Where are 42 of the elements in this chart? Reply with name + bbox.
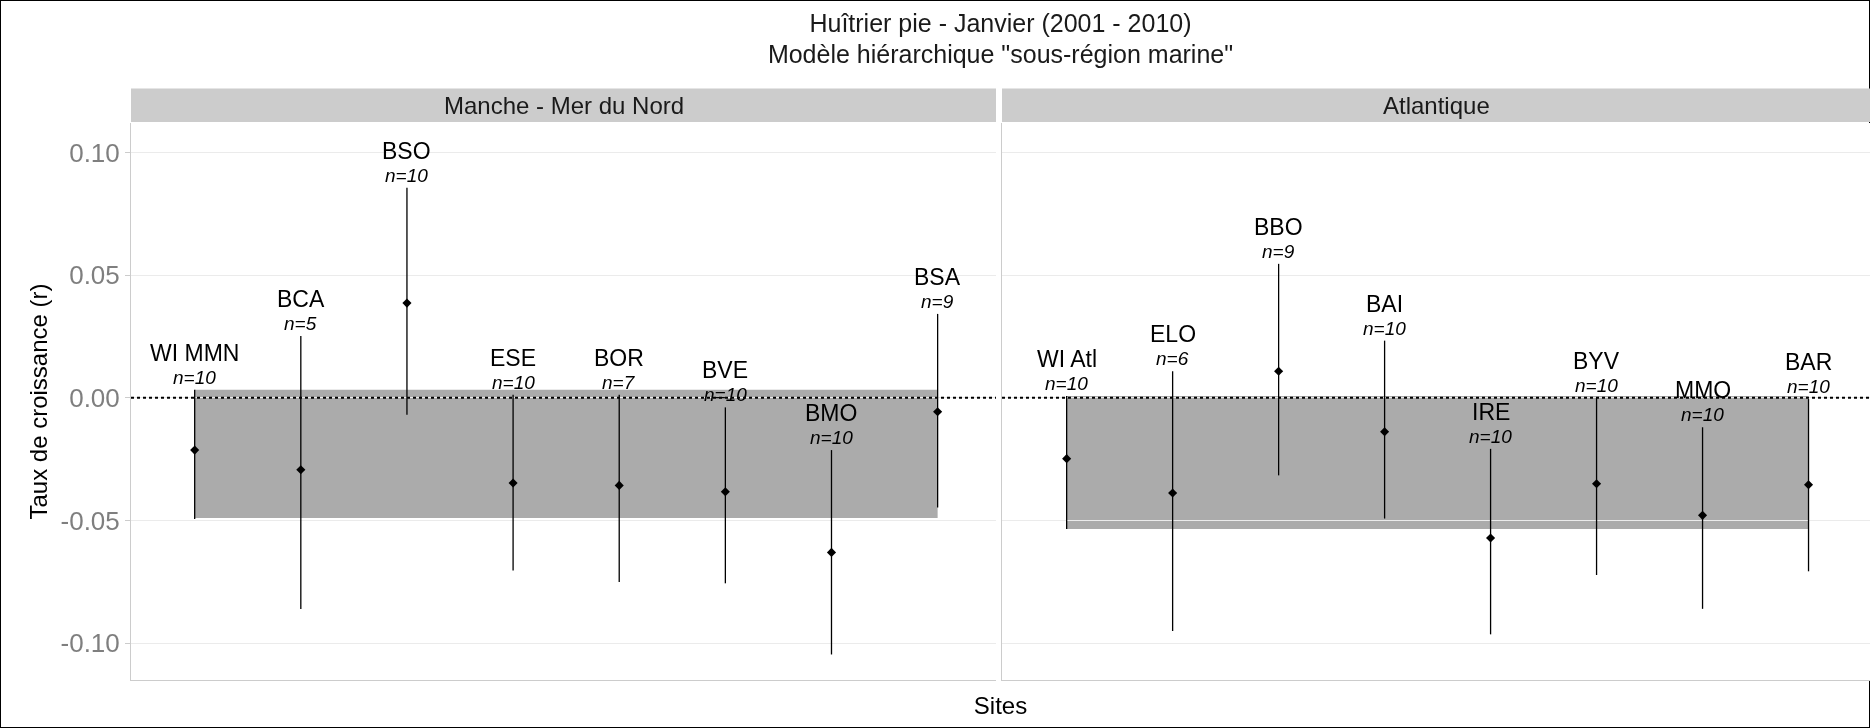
text: Modèle hiérarchique "sous-région marine" bbox=[766, 39, 1235, 70]
category-label: ELO bbox=[1150, 321, 1197, 347]
annotation: n=9 bbox=[921, 291, 954, 312]
y-tick-label: 0.00 bbox=[69, 382, 120, 413]
y-tick-label: 0.10 bbox=[69, 137, 120, 168]
annotation: n=10 bbox=[385, 165, 429, 186]
annotation: n=10 bbox=[173, 367, 217, 388]
annotation: n=10 bbox=[1787, 376, 1831, 397]
category-label: BSA bbox=[914, 264, 961, 290]
annotation: n=7 bbox=[602, 372, 636, 393]
text: Huîtrier pie - Janvier (2001 - 2010) bbox=[808, 8, 1193, 39]
category-label: MMO bbox=[1675, 377, 1732, 403]
annotation: n=10 bbox=[1363, 318, 1407, 339]
annotation: n=10 bbox=[1469, 426, 1513, 447]
chart-title: Manche - Mer du Nord bbox=[444, 92, 685, 119]
category-label: ESE bbox=[490, 345, 537, 371]
category-label: WI Atl bbox=[1037, 346, 1098, 372]
annotation: n=5 bbox=[284, 313, 317, 334]
y-tick-label: -0.05 bbox=[60, 505, 120, 536]
x-axis-title: Sites bbox=[972, 692, 1029, 720]
category-label: BCA bbox=[277, 286, 325, 312]
category-label: BVE bbox=[702, 357, 749, 383]
chart-title: Atlantique bbox=[1383, 92, 1490, 119]
annotation: n=10 bbox=[810, 427, 854, 448]
category-label: BBO bbox=[1254, 214, 1303, 240]
category-label: BAI bbox=[1366, 291, 1404, 317]
annotation: n=10 bbox=[1045, 373, 1089, 394]
annotation: n=10 bbox=[1681, 404, 1725, 425]
y-tick-label: -0.10 bbox=[60, 628, 120, 659]
y-tick-label: 0.05 bbox=[69, 260, 120, 291]
annotation: n=6 bbox=[1156, 348, 1189, 369]
annotation: n=9 bbox=[1262, 241, 1295, 262]
category-label: BYV bbox=[1573, 348, 1620, 374]
annotation: n=10 bbox=[492, 372, 536, 393]
category-label: BOR bbox=[594, 345, 644, 371]
category-label: WI MMN bbox=[150, 340, 240, 366]
category-label: IRE bbox=[1472, 399, 1511, 425]
category-label: BMO bbox=[805, 400, 858, 426]
y-axis-title: Taux de croissance (r) bbox=[24, 283, 52, 520]
category-label: BSO bbox=[382, 138, 431, 164]
annotation: n=10 bbox=[1575, 375, 1619, 396]
category-label: BAR bbox=[1785, 349, 1833, 375]
